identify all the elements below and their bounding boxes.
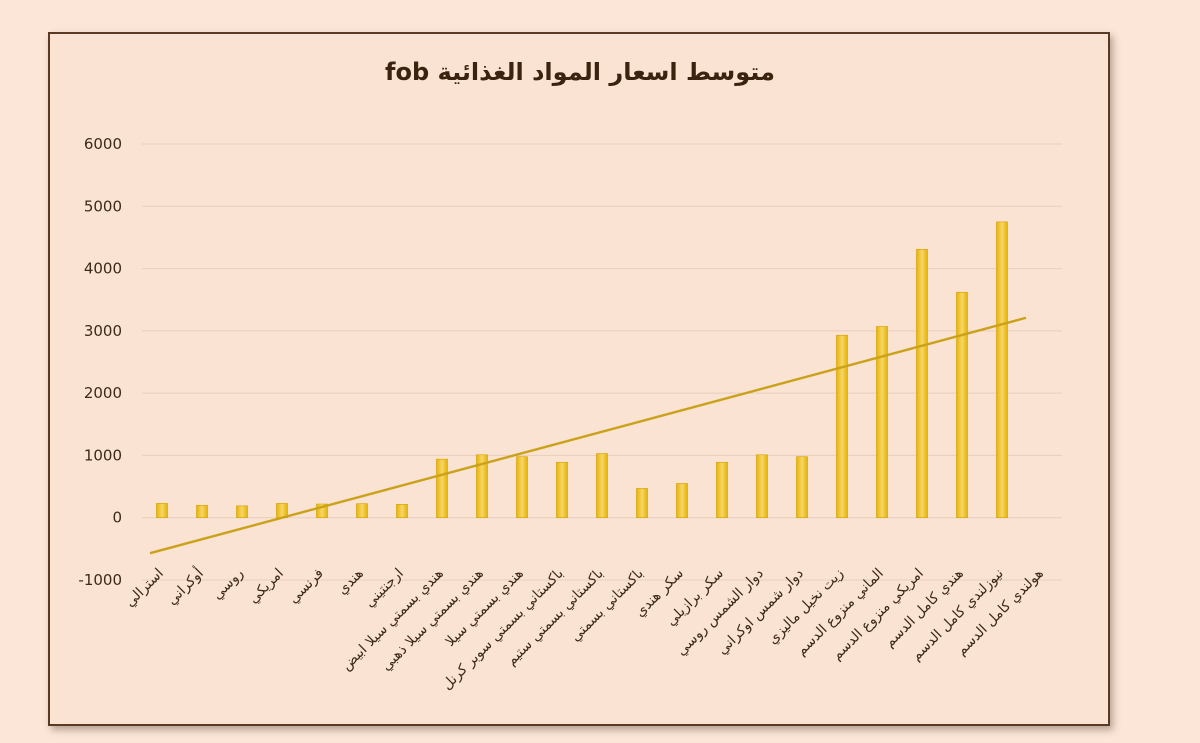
bar: [596, 453, 608, 519]
bar: [316, 503, 328, 519]
bar: [196, 504, 208, 519]
chart-frame: متوسط اسعار المواد الغذائية fob 6000 5000…: [48, 32, 1110, 726]
x-tick-label: استرالي: [122, 566, 167, 611]
y-axis: 6000 5000 4000 3000 2000 1000 0 -1000: [78, 135, 122, 589]
y-tick-label: 0: [112, 509, 122, 527]
chart-title: متوسط اسعار المواد الغذائية fob: [385, 58, 775, 86]
x-tick-label: روسي: [209, 566, 246, 603]
trend-layer: [149, 316, 1027, 555]
bar: [876, 326, 888, 519]
bar-layer: [156, 221, 1008, 519]
bar: [396, 504, 408, 519]
x-tick-label: أوكراني: [163, 564, 207, 608]
x-tick-label: امريكي: [246, 566, 287, 607]
y-tick-label: 1000: [84, 446, 122, 464]
bar: [356, 503, 368, 519]
bar: [676, 483, 688, 519]
trend-line: [149, 316, 1027, 555]
bar: [436, 458, 448, 519]
y-tick-label: 3000: [84, 322, 122, 340]
bar: [556, 461, 568, 519]
bar: [996, 221, 1008, 519]
bar: [516, 456, 528, 519]
bar: [956, 291, 968, 519]
bar: [796, 456, 808, 519]
bar: [156, 503, 168, 519]
y-tick-label: -1000: [78, 571, 122, 589]
bar: [916, 248, 928, 519]
y-tick-label: 6000: [84, 135, 122, 153]
x-tick-label: فرنسي: [285, 566, 326, 607]
y-tick-label: 4000: [84, 260, 122, 278]
bar: [636, 488, 648, 519]
y-tick-label: 2000: [84, 384, 122, 402]
y-tick-label: 5000: [84, 197, 122, 215]
bar: [836, 334, 848, 519]
bar: [756, 454, 768, 519]
x-tick-label: هندي: [334, 566, 366, 598]
bar: [476, 454, 488, 519]
chart-svg: متوسط اسعار المواد الغذائية fob 6000 5000…: [78, 58, 1062, 693]
bar: [716, 461, 728, 519]
bar: [236, 505, 248, 519]
